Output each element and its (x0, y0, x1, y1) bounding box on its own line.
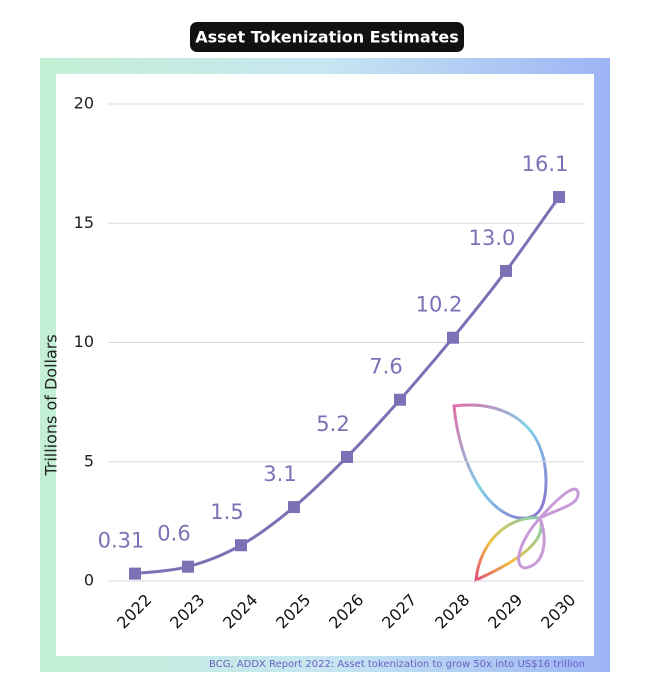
y-axis-label: Trillions of Dollars (42, 334, 61, 476)
chart-title: Asset Tokenization Estimates (195, 28, 459, 47)
data-label: 7.6 (369, 355, 402, 379)
marker (182, 560, 194, 573)
panel (56, 74, 594, 656)
marker (288, 501, 300, 514)
y-tick-label: 0 (84, 571, 94, 590)
data-label: 13.0 (469, 226, 516, 250)
title-pill (190, 22, 464, 52)
y-tick-label: 20 (74, 94, 94, 113)
y-tick-label: 10 (74, 332, 94, 351)
butterfly-logo (452, 403, 580, 583)
data-label: 10.2 (416, 293, 463, 317)
marker (447, 331, 459, 344)
marker (129, 567, 141, 580)
marker (235, 539, 247, 552)
data-label: 16.1 (522, 152, 569, 176)
line (134, 196, 561, 576)
data-label: 3.1 (263, 462, 296, 486)
marker (500, 264, 512, 277)
y-tick-label: 15 (74, 213, 94, 232)
marker (394, 393, 406, 406)
data-label: 5.2 (316, 412, 349, 436)
marker (341, 450, 353, 463)
source-note: BCG, ADDX Report 2022: Asset tokenizatio… (209, 659, 585, 670)
data-label: 0.31 (98, 529, 145, 553)
data-label: 1.5 (210, 500, 243, 524)
marker (553, 191, 565, 204)
data-label: 0.6 (157, 522, 190, 546)
y-tick-label: 5 (84, 451, 94, 470)
